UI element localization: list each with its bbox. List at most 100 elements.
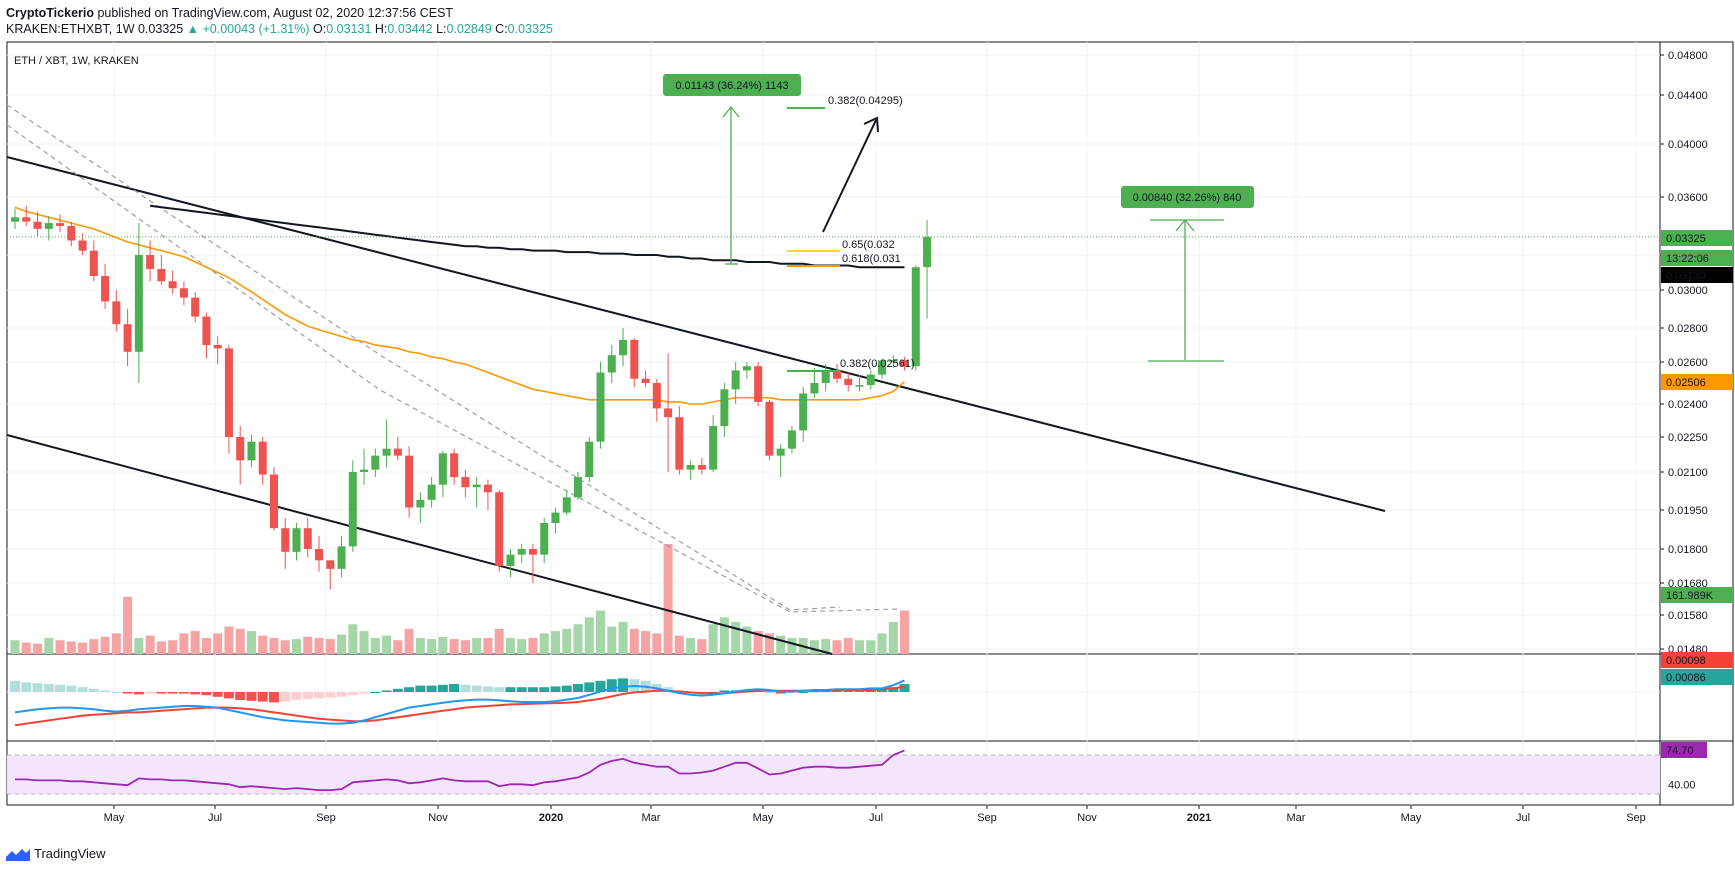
macd-histogram-bar [595, 680, 606, 692]
macd-histogram-bar [122, 692, 133, 694]
volume-bar [89, 639, 99, 654]
volume-bar [258, 635, 268, 654]
price-tick-label: 0.02100 [1668, 467, 1708, 479]
candle-body [787, 430, 796, 449]
macd-histogram-bar [663, 687, 674, 692]
author-name[interactable]: CryptoTickerio [6, 6, 94, 20]
macd-histogram-bar [719, 690, 730, 692]
volume-bar [269, 637, 279, 654]
candle-body [675, 417, 684, 470]
macd-histogram-bar [888, 687, 899, 692]
candle-body [33, 221, 42, 229]
volume-bar [505, 637, 515, 654]
volume-bar [483, 637, 493, 654]
volume-bar [900, 610, 910, 654]
fib-382-top-label: 0.382(0.04295) [828, 95, 903, 107]
candle-body [157, 269, 166, 282]
candle-body [393, 448, 402, 456]
candle-body [855, 385, 864, 387]
macd-histogram-bar [212, 692, 223, 697]
macd-histogram-bar [775, 692, 786, 694]
candle-body [213, 345, 222, 349]
candle-body [821, 370, 830, 383]
macd-histogram-bar [77, 687, 88, 692]
macd-histogram-bar [201, 692, 212, 696]
candle-body [528, 549, 537, 555]
candle-body [911, 267, 920, 367]
macd-histogram-bar [505, 687, 516, 692]
low-value: 0.02849 [446, 22, 492, 36]
candle-body [832, 370, 841, 379]
volume-bar [438, 636, 448, 654]
candle-body [416, 499, 425, 508]
candle-body [709, 426, 718, 470]
volume-bar [663, 544, 673, 654]
candle-body [720, 389, 729, 426]
volume-bar [888, 621, 898, 654]
symbol-header: KRAKEN:ETHXBT, 1W 0.03325 ▲ +0.00043 (+1… [6, 22, 553, 36]
macd-histogram-bar [235, 692, 246, 700]
candle-body [574, 477, 582, 498]
time-tick-label: Nov [1077, 812, 1097, 824]
volume-bar [877, 633, 887, 654]
time-tick-label: May [753, 812, 774, 824]
macd-histogram-bar [482, 686, 493, 692]
macd-histogram-bar [460, 684, 471, 692]
candle-body [281, 528, 290, 552]
candle-body [315, 549, 324, 561]
price-label-box [1661, 374, 1733, 390]
candle-body [22, 217, 31, 222]
candle-body [619, 339, 628, 356]
volume-bar [123, 596, 133, 654]
candle-body [179, 288, 188, 298]
candle-body [123, 324, 132, 352]
macd-histogram-bar [437, 684, 448, 692]
volume-bar [539, 633, 549, 654]
volume-bar [337, 634, 347, 654]
candle-body [405, 455, 414, 508]
candle-body [269, 474, 278, 529]
channel-lower-line [6, 434, 833, 655]
candle-body [134, 255, 143, 352]
volume-bar [415, 637, 425, 654]
macd-histogram-bar [877, 688, 888, 692]
candle-body [483, 484, 492, 493]
volume-bar [201, 637, 211, 654]
volume-bar [596, 610, 606, 654]
grid [7, 42, 1660, 805]
symbol-label: KRAKEN:ETHXBT, 1W [6, 22, 135, 36]
candle-body [866, 374, 875, 386]
volume-bar [697, 639, 707, 654]
macd-histogram-bar [392, 688, 403, 692]
candle-body [923, 236, 932, 268]
volume-bar [708, 624, 718, 654]
candle-body [742, 366, 751, 371]
candle-body [89, 250, 98, 276]
price-tick-label: 0.01580 [1668, 610, 1708, 622]
candle-body [506, 554, 515, 566]
macd-histogram-bar [764, 692, 775, 693]
macd-histogram-bar [32, 683, 43, 692]
macd-histogram-bar [471, 685, 482, 692]
candle-body [630, 339, 639, 379]
volume-bar [370, 637, 380, 654]
time-tick-label: Sep [316, 812, 336, 824]
volume-bar [674, 635, 684, 654]
macd-histogram-bar [10, 680, 20, 692]
candle-body [382, 448, 391, 456]
footer-brand[interactable]: TradingView [34, 846, 106, 861]
volume-bar [866, 640, 876, 654]
macd-histogram-bar [370, 692, 381, 693]
rsi-band [7, 755, 1660, 794]
open-value: 0.03131 [326, 22, 372, 36]
macd-histogram-bar [573, 684, 583, 692]
fib-0618-label: 0.618(0.031 [842, 253, 901, 265]
measure-arrowhead-1 [722, 105, 740, 118]
volume-bar [449, 639, 459, 654]
volume-bar [719, 617, 729, 654]
dashed-trendline-2 [6, 124, 901, 613]
macd-histogram-bar [798, 692, 809, 693]
macd-histogram-bar [280, 692, 291, 702]
macd-histogram-bar [246, 692, 257, 701]
